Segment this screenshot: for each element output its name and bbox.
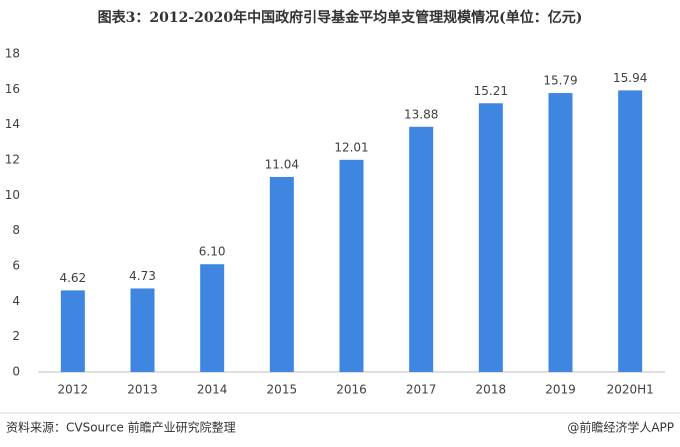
bar — [60, 290, 85, 372]
bar — [478, 103, 503, 372]
x-tick-label: 2015 — [267, 383, 298, 397]
y-tick-label: 12 — [5, 153, 20, 167]
x-tick-label: 2016 — [336, 383, 367, 397]
value-label: 12.01 — [334, 140, 368, 154]
value-label: 4.73 — [129, 269, 156, 283]
bar — [200, 264, 225, 372]
bar — [339, 159, 364, 372]
y-tick-label: 18 — [5, 47, 20, 61]
y-tick-label: 2 — [12, 329, 20, 343]
value-label: 13.88 — [404, 107, 438, 121]
x-tick-label: 2020H1 — [607, 383, 654, 397]
x-tick-label: 2017 — [406, 383, 437, 397]
bar — [618, 90, 643, 372]
x-tick-label: 2012 — [58, 383, 89, 397]
chart-title: 图表3：2012-2020年中国政府引导基金平均单支管理规模情况(单位：亿元) — [98, 9, 583, 26]
y-tick-label: 14 — [5, 117, 20, 131]
y-tick-label: 10 — [5, 188, 20, 202]
y-tick-label: 0 — [12, 365, 20, 379]
y-tick-label: 8 — [12, 223, 20, 237]
value-label: 15.21 — [474, 84, 508, 98]
bar — [409, 126, 434, 372]
y-tick-label: 4 — [12, 294, 20, 308]
x-tick-label: 2018 — [476, 383, 507, 397]
x-tick-label: 2019 — [545, 383, 576, 397]
value-label: 4.62 — [59, 271, 86, 285]
value-label: 15.94 — [613, 71, 647, 85]
x-tick-label: 2014 — [197, 383, 228, 397]
value-label: 15.79 — [543, 74, 577, 88]
value-label: 11.04 — [265, 157, 299, 171]
y-tick-label: 6 — [12, 259, 20, 273]
bar — [548, 93, 573, 372]
value-label: 6.10 — [199, 245, 226, 259]
y-tick-label: 16 — [5, 82, 20, 96]
bar — [130, 288, 155, 372]
credit: @前瞻经济学人APP — [567, 420, 674, 435]
source-note: 资料来源：CVSource 前瞻产业研究院整理 — [6, 420, 236, 435]
x-tick-label: 2013 — [127, 383, 158, 397]
bar — [269, 176, 294, 372]
